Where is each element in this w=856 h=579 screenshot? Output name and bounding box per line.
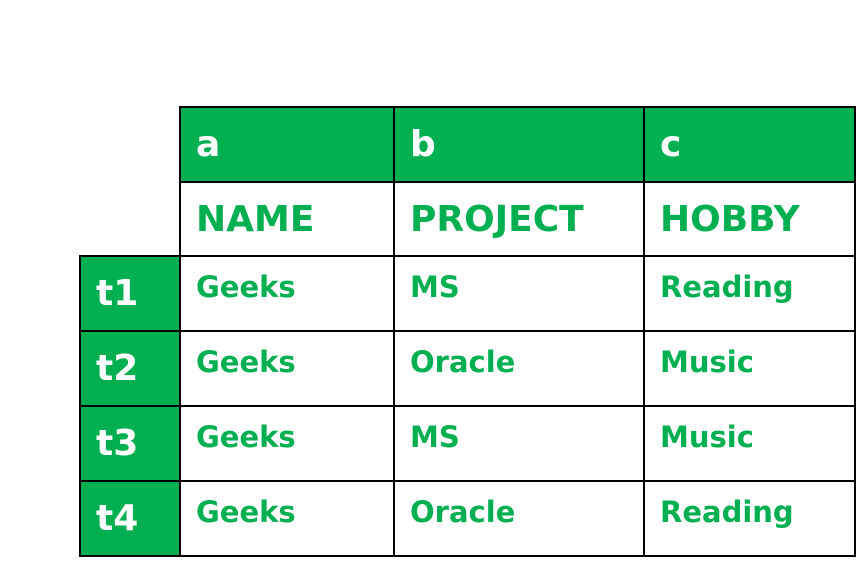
grid-line — [643, 106, 645, 557]
table-cell: MS — [394, 406, 644, 481]
grid-line — [180, 106, 856, 108]
table-cell: Geeks — [180, 481, 394, 556]
table-cell: Oracle — [394, 481, 644, 556]
table-cell: Reading — [644, 481, 856, 556]
grid-line — [393, 106, 395, 557]
row-label-t3: t3 — [80, 406, 180, 481]
table-cell: Geeks — [180, 406, 394, 481]
row-label-t2: t2 — [80, 331, 180, 406]
column-name-hobby: HOBBY — [644, 182, 856, 256]
grid-line — [80, 480, 856, 482]
table-cell: Geeks — [180, 331, 394, 406]
table-cell: MS — [394, 256, 644, 331]
grid-line — [79, 255, 81, 557]
table-cell: Reading — [644, 256, 856, 331]
grid-line — [80, 555, 856, 557]
column-name-name: NAME — [180, 182, 394, 256]
column-key-a: a — [180, 107, 394, 182]
grid-line — [180, 181, 856, 183]
column-key-b: b — [394, 107, 644, 182]
grid-line — [80, 255, 856, 257]
table-cell: Oracle — [394, 331, 644, 406]
table-cell: Geeks — [180, 256, 394, 331]
grid-line — [80, 405, 856, 407]
column-key-c: c — [644, 107, 856, 182]
grid-line — [854, 106, 856, 557]
table-cell: Music — [644, 331, 856, 406]
grid-line — [80, 330, 856, 332]
row-label-t4: t4 — [80, 481, 180, 556]
grid-line — [179, 106, 181, 557]
row-label-t1: t1 — [80, 256, 180, 331]
table-cell: Music — [644, 406, 856, 481]
column-name-project: PROJECT — [394, 182, 644, 256]
